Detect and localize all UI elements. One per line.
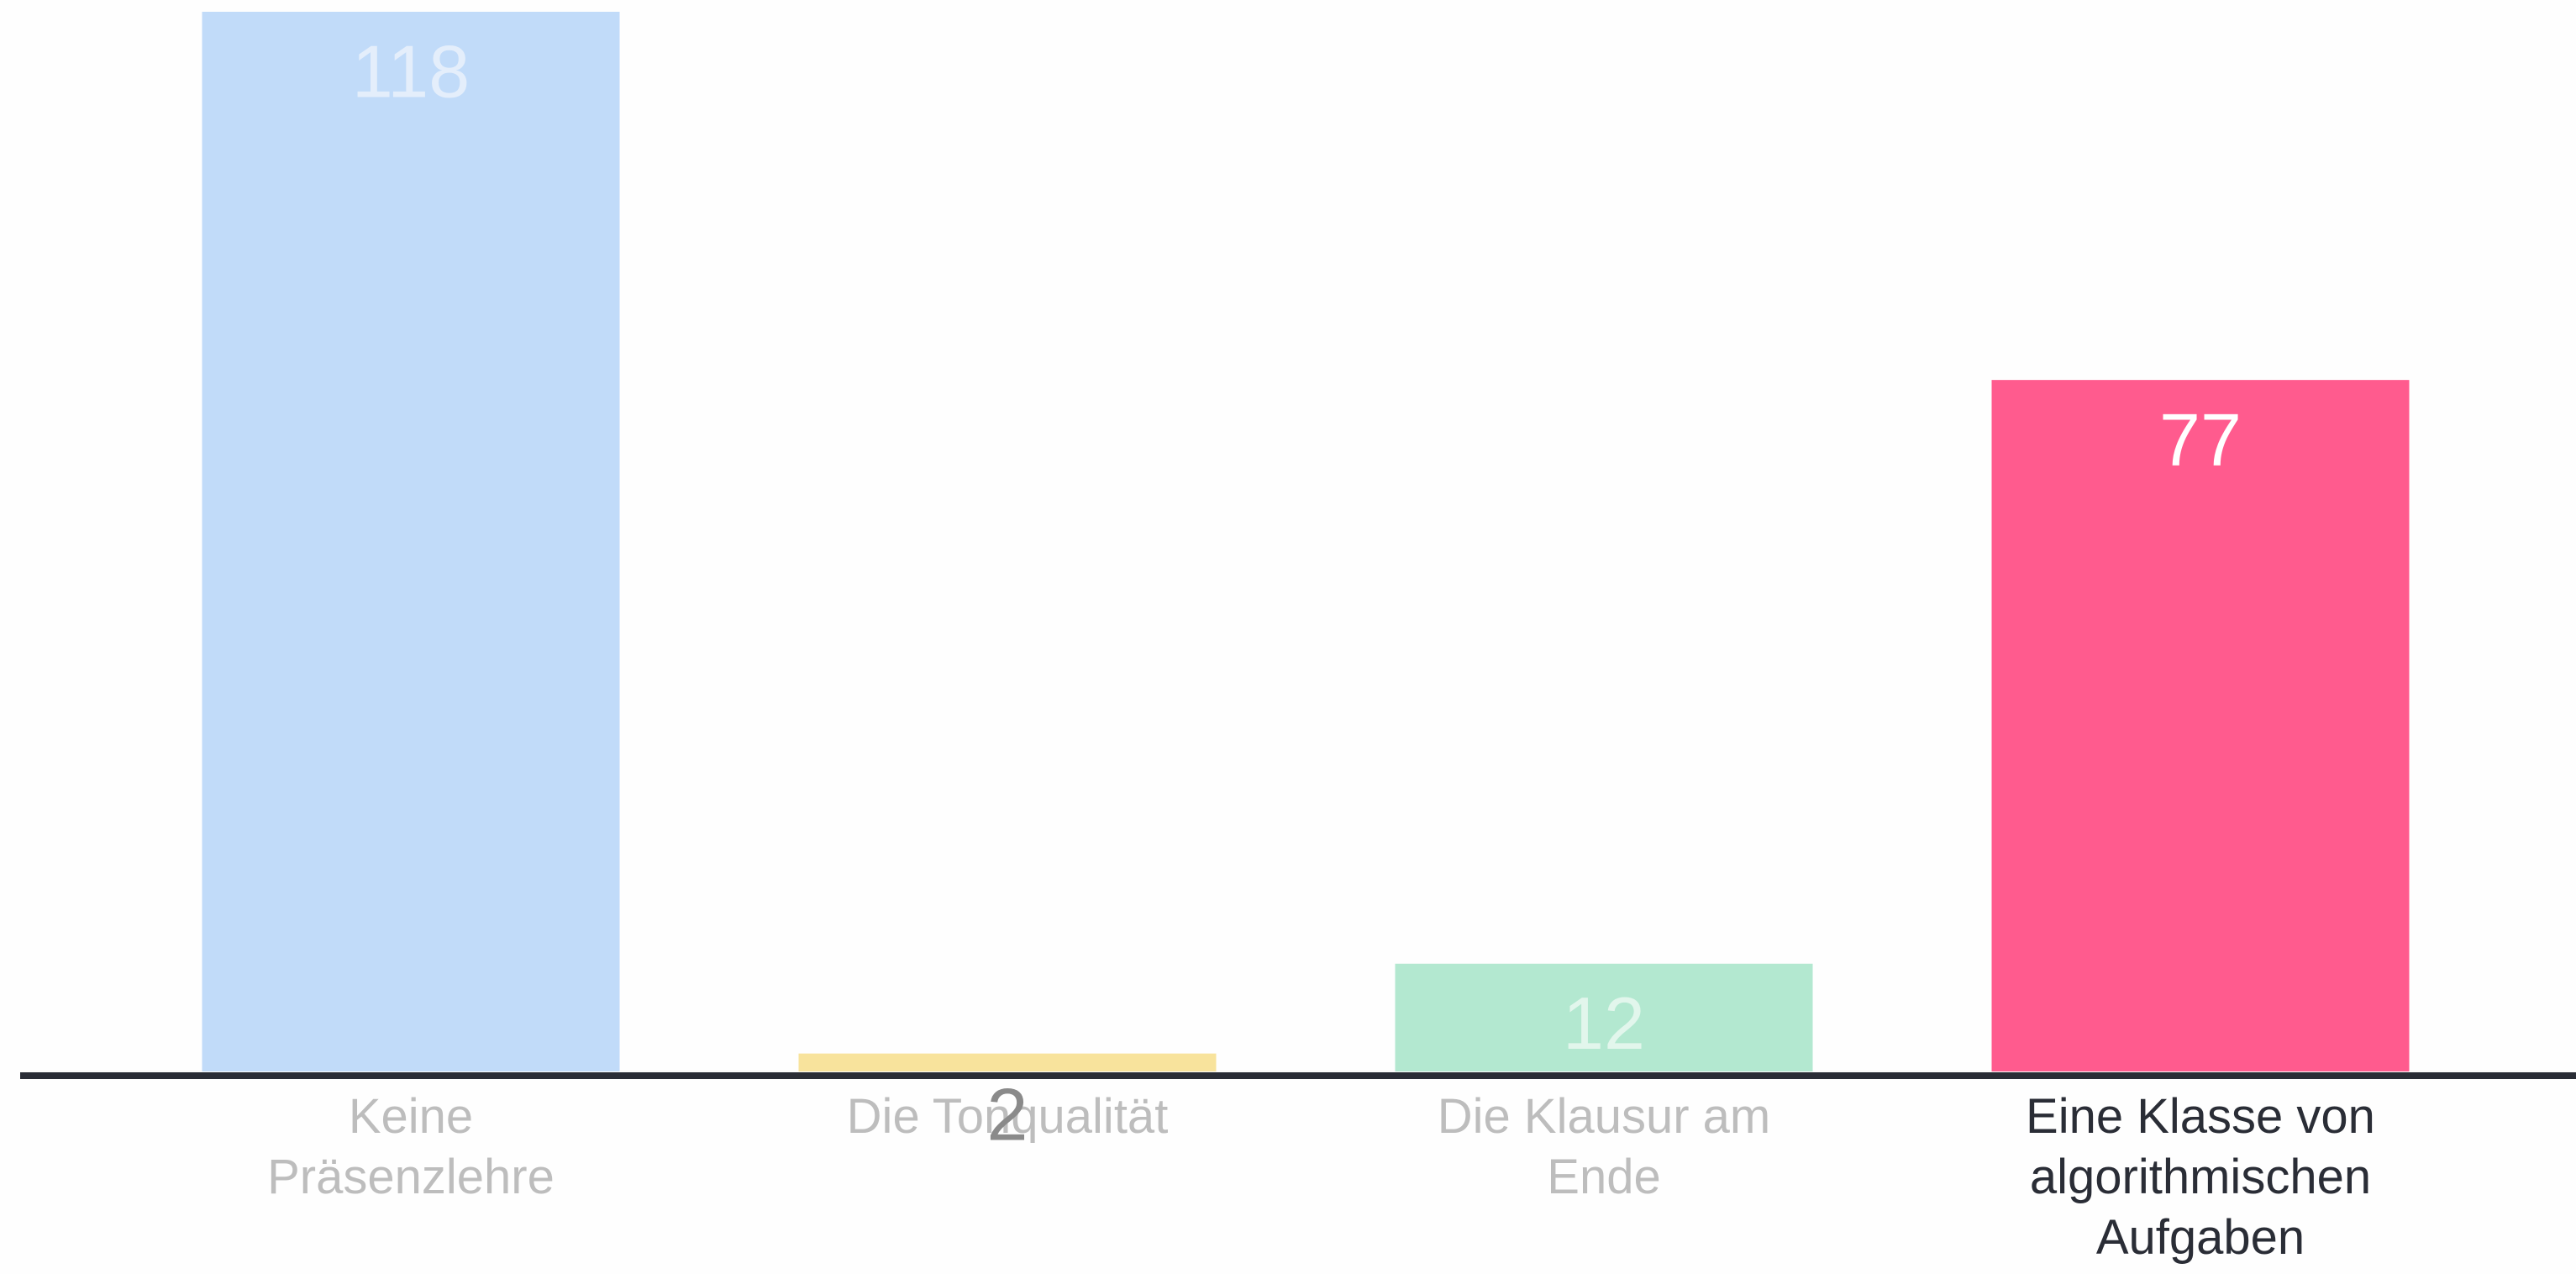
x-tick-label: Die Tonqualität [847,1089,1169,1144]
x-tick-label: Die Klausur am Ende [1438,1089,1770,1204]
label-line: Präsenzlehre [267,1150,555,1204]
label-line: Die Klausur am [1438,1089,1770,1144]
label-line: Ende [1547,1150,1660,1204]
bar [202,12,620,1071]
x-tick-label: Keine Präsenzlehre [267,1089,555,1204]
label-line: Eine Klasse von [2026,1089,2375,1144]
x-tick-label: Eine Klasse von algorithmischen Aufgaben [2026,1089,2375,1265]
label-line: algorithmischen [2030,1150,2371,1204]
value-label: 118 [352,29,470,113]
value-label: 2 [987,1072,1028,1156]
value-label: 77 [2159,397,2242,481]
value-label: 12 [1563,982,1645,1065]
label-line: Aufgaben [2096,1210,2305,1265]
bar [1991,380,2410,1072]
label-line: Keine [349,1089,473,1144]
bar [798,1053,1217,1071]
label-line: Die Tonqualität [847,1089,1169,1144]
bar [1395,963,1813,1071]
